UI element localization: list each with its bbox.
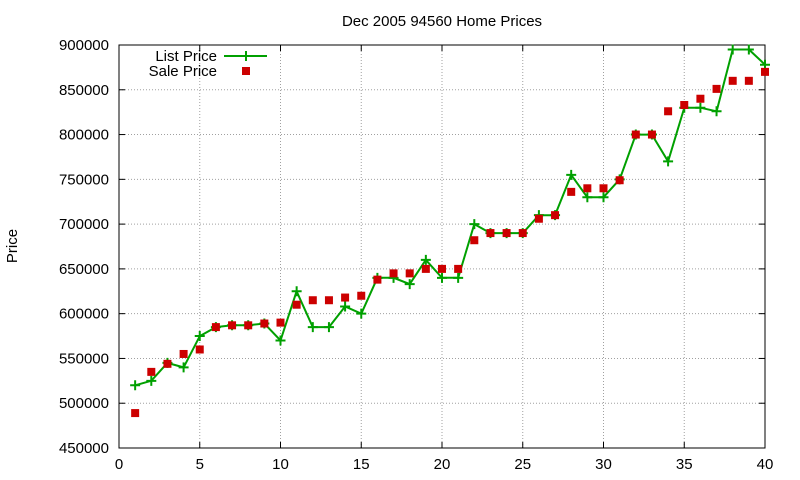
list-price-point bbox=[420, 254, 431, 265]
list-price-point bbox=[307, 322, 318, 333]
sale-price-point bbox=[744, 76, 753, 85]
x-tick-label: 20 bbox=[434, 456, 451, 473]
sale-price-point bbox=[211, 323, 220, 332]
sale-price-point bbox=[373, 275, 382, 284]
sale-price-point bbox=[567, 187, 576, 196]
sale-price-point bbox=[631, 130, 640, 139]
list-price-point bbox=[727, 44, 738, 55]
sale-price-point bbox=[244, 321, 253, 330]
legend: List Price Sale Price bbox=[149, 48, 267, 80]
list-price-line bbox=[134, 48, 766, 387]
list-price-point bbox=[598, 192, 609, 203]
sale-price-point bbox=[647, 130, 656, 139]
sale-price-point bbox=[438, 264, 446, 273]
y-tick-label: 500000 bbox=[59, 395, 109, 412]
list-price-point bbox=[743, 44, 754, 55]
sale-price-point bbox=[357, 291, 366, 300]
sale-price-point bbox=[551, 211, 560, 220]
x-tick-label: 15 bbox=[353, 456, 370, 473]
sale-price-point bbox=[405, 269, 414, 278]
list-price-point bbox=[323, 322, 334, 333]
sale-price-point bbox=[486, 229, 495, 238]
x-tick-label: 10 bbox=[272, 456, 289, 473]
sale-price-point bbox=[308, 296, 317, 305]
list-price-point bbox=[194, 331, 205, 342]
y-axis-label: Price bbox=[4, 229, 21, 263]
sale-price-point bbox=[599, 184, 608, 193]
list-price-point bbox=[711, 106, 722, 117]
sale-price-point bbox=[228, 321, 237, 330]
sale-price-point bbox=[518, 229, 527, 238]
y-tick-label: 800000 bbox=[59, 127, 109, 144]
sale-price-point bbox=[131, 409, 140, 418]
list-price-point bbox=[130, 380, 141, 391]
list-price-point bbox=[275, 335, 286, 346]
grid bbox=[119, 45, 765, 448]
sale-price-point bbox=[147, 367, 156, 376]
y-tick-label: 650000 bbox=[59, 261, 109, 278]
list-price-point bbox=[453, 272, 464, 283]
sale-price-point bbox=[680, 101, 689, 110]
y-tick-label: 750000 bbox=[59, 171, 109, 188]
list-price-point bbox=[146, 375, 157, 386]
sale-price-point bbox=[615, 176, 624, 185]
list-price-point bbox=[178, 362, 189, 373]
sale-price-point bbox=[454, 264, 463, 273]
sale-price-point bbox=[502, 229, 511, 238]
series bbox=[130, 44, 770, 418]
legend-label-list-price: List Price bbox=[155, 48, 217, 65]
sale-price-point bbox=[276, 318, 285, 327]
x-tick-label: 30 bbox=[595, 456, 612, 473]
legend-label-sale-price: Sale Price bbox=[149, 63, 217, 80]
y-tick-label: 450000 bbox=[59, 440, 109, 457]
legend-marker-sale-price bbox=[242, 67, 250, 75]
chart-title: Dec 2005 94560 Home Prices bbox=[342, 13, 542, 30]
list-price-point bbox=[291, 286, 302, 297]
sale-price-point bbox=[341, 293, 350, 302]
list-price-point bbox=[404, 279, 415, 290]
axis-ticks: 0 5 10 15 20 25 30 35 40 450000 500000 550000 600000… bbox=[59, 37, 773, 473]
list-price-point bbox=[356, 308, 367, 319]
sale-price-point bbox=[534, 214, 543, 223]
y-tick-label: 700000 bbox=[59, 216, 109, 233]
sale-price-point bbox=[712, 84, 721, 93]
y-tick-label: 900000 bbox=[59, 37, 109, 54]
list-price-point bbox=[566, 169, 577, 180]
sale-price-point bbox=[195, 345, 204, 354]
sale-price-point bbox=[421, 264, 430, 273]
sale-price-point bbox=[389, 269, 398, 278]
list-price-point bbox=[340, 301, 351, 312]
list-price-point bbox=[437, 272, 447, 283]
list-price-point bbox=[582, 192, 593, 203]
x-tick-label: 35 bbox=[676, 456, 693, 473]
sale-price-point bbox=[324, 296, 333, 305]
sale-price-point bbox=[470, 236, 479, 245]
sale-price-point bbox=[761, 67, 769, 76]
sale-price-point bbox=[260, 319, 269, 328]
sale-price-point bbox=[179, 349, 188, 358]
x-tick-label: 5 bbox=[196, 456, 204, 473]
sale-price-point bbox=[292, 300, 301, 309]
x-tick-label: 40 bbox=[757, 456, 774, 473]
sale-price-point bbox=[583, 184, 592, 193]
list-price-point bbox=[663, 156, 674, 167]
y-tick-label: 600000 bbox=[59, 306, 109, 323]
x-tick-label: 25 bbox=[514, 456, 531, 473]
x-tick-label: 0 bbox=[115, 456, 123, 473]
list-price-point bbox=[695, 102, 706, 113]
sale-price-point bbox=[664, 107, 673, 116]
sale-price-point bbox=[163, 359, 172, 368]
sale-price-point bbox=[728, 76, 737, 85]
list-price-point bbox=[469, 219, 480, 230]
y-tick-label: 550000 bbox=[59, 350, 109, 367]
y-tick-label: 850000 bbox=[59, 82, 109, 99]
legend-marker-list-price bbox=[241, 51, 251, 61]
sale-price-point bbox=[696, 94, 705, 103]
